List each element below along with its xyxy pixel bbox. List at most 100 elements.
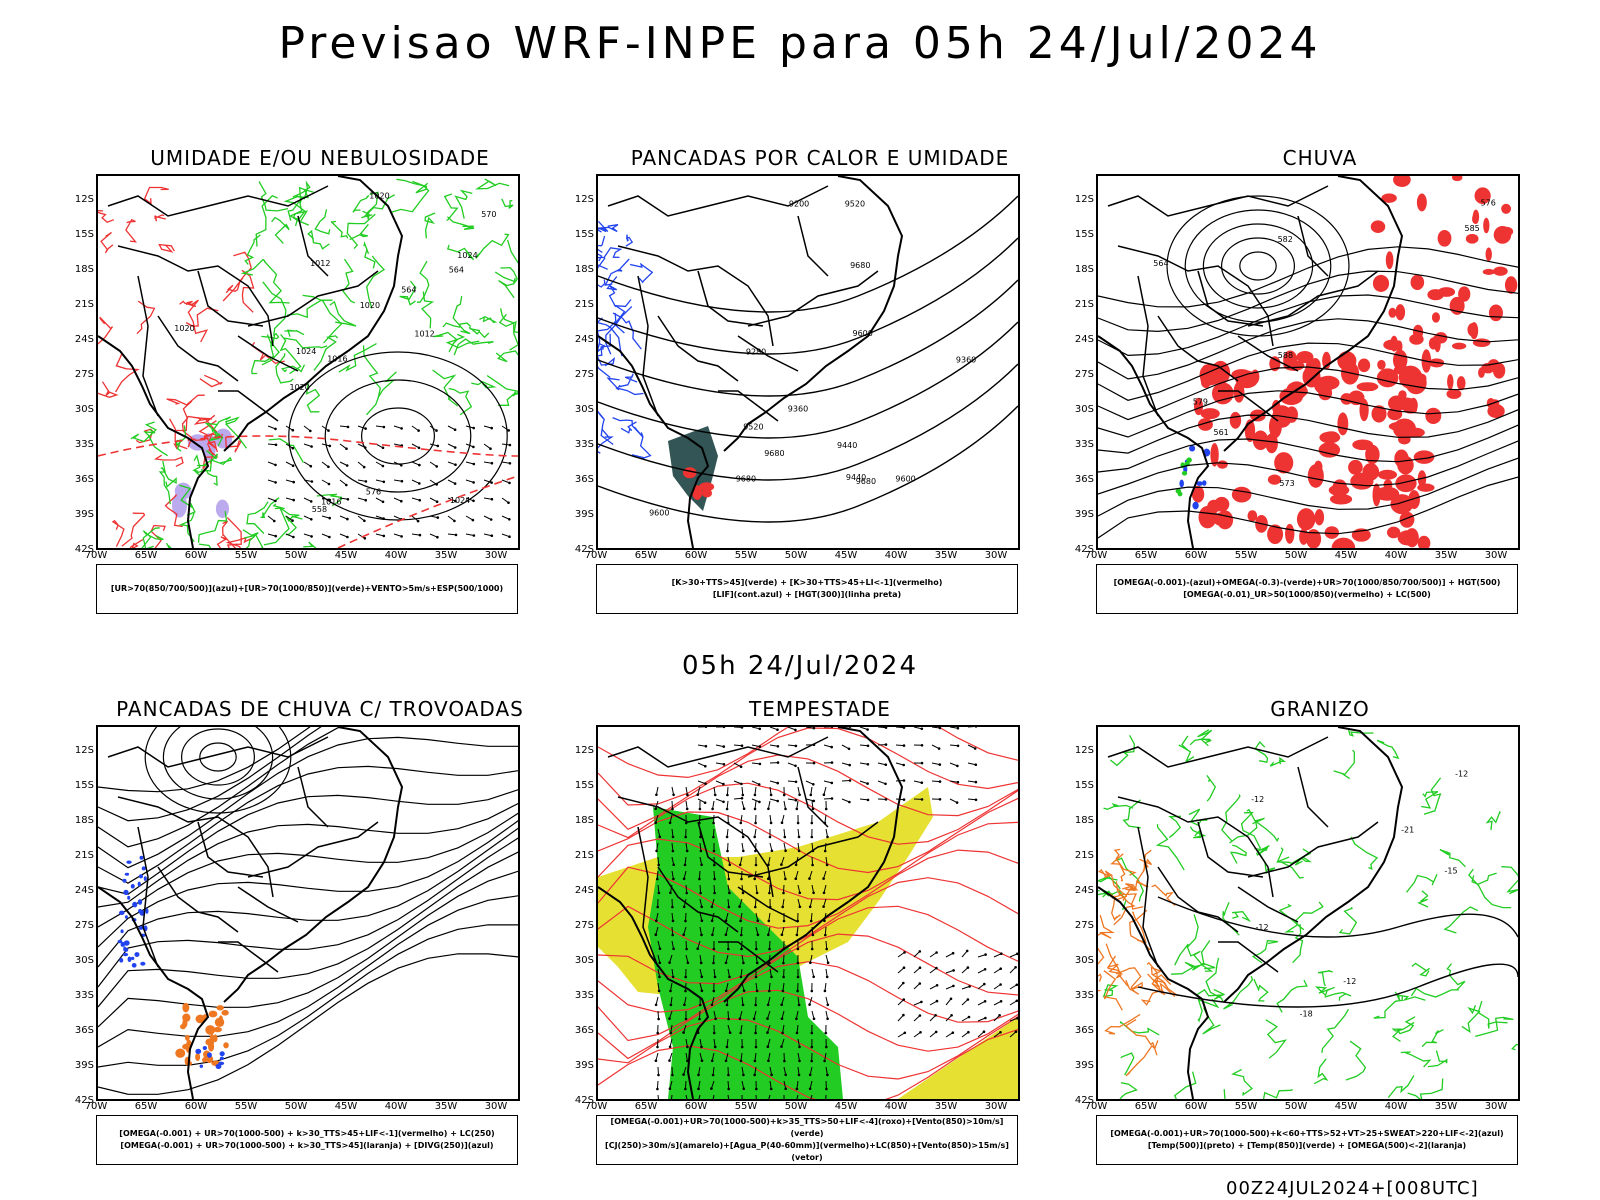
hgt300-contour — [598, 363, 1018, 481]
field-blob — [1385, 251, 1394, 270]
map-base — [598, 727, 904, 1099]
omega-orange-contours — [1098, 848, 1179, 1077]
wind-vector-head — [654, 933, 658, 936]
wind-vector — [655, 814, 659, 823]
wind-vector — [669, 1052, 673, 1061]
wind-vector-head — [776, 728, 779, 731]
wind-vector-head — [758, 727, 762, 731]
lat-tick-label: 30S — [574, 955, 594, 966]
wind-vector — [699, 968, 703, 977]
wind-vector — [782, 1024, 785, 1033]
contour-label: -12 — [1343, 977, 1356, 986]
thickness-contour — [98, 435, 518, 457]
wind-vector-head — [956, 727, 960, 730]
wind-vector-head — [713, 863, 716, 867]
lon-tick-label: 40W — [384, 550, 408, 561]
field-blob — [1193, 397, 1204, 416]
wind-vector-head — [714, 1017, 717, 1021]
wind-vector-head — [999, 1000, 1003, 1003]
wind-vector-head — [671, 807, 674, 811]
lat-tick-label: 33S — [574, 439, 594, 450]
wind-vector — [913, 727, 922, 730]
contour-segment — [1205, 957, 1224, 1002]
wind-vector-head — [671, 1073, 674, 1077]
wind-vector-head — [671, 919, 675, 923]
wind-vector-head — [656, 905, 659, 909]
wind-vector-head — [712, 1031, 716, 1035]
wind-vector — [321, 533, 330, 538]
country-border — [607, 185, 829, 217]
wind-vector — [712, 1094, 715, 1099]
wind-vector — [726, 1038, 729, 1047]
wind-vector — [483, 461, 492, 464]
wind-vector — [949, 798, 958, 804]
map-plot: 1016102010201024102410241012101210161020… — [98, 176, 518, 548]
field-blob — [124, 872, 130, 876]
wind-vector — [753, 1010, 757, 1019]
contour-segment — [342, 258, 356, 304]
wind-vector — [767, 1024, 771, 1033]
wind-vector-head — [738, 863, 742, 867]
wind-vector-head — [742, 807, 746, 810]
contour-segment — [1109, 734, 1135, 767]
country-border — [1117, 245, 1274, 347]
lon-tick-label: 35W — [1434, 550, 1458, 561]
wind-vector — [669, 1010, 673, 1019]
legend-box: [OMEGA(-0.001)+UR>70(1000-500)+k>35_TTS>… — [596, 1115, 1018, 1165]
contour-segment — [1119, 1021, 1160, 1036]
field-blob — [1451, 176, 1463, 182]
contour-segment — [166, 394, 205, 406]
wind-vector-head — [382, 534, 386, 538]
wind-vector — [754, 842, 757, 852]
country-border — [117, 245, 274, 347]
wind-vector — [797, 884, 801, 893]
wind-vector — [657, 940, 661, 949]
lat-tick-label: 27S — [574, 369, 594, 380]
country-border — [157, 315, 239, 382]
wind-vector-head — [710, 919, 714, 923]
contour-segment — [153, 454, 184, 467]
contour-segment — [475, 233, 510, 259]
wind-vector — [697, 786, 701, 795]
lat-tick-label: 21S — [1074, 299, 1094, 310]
wind-vector-head — [848, 727, 852, 728]
contour-segment — [1475, 1016, 1514, 1038]
lat-tick-label: 36S — [74, 1025, 94, 1036]
wind-vector-head — [956, 780, 960, 784]
contour-label: 1020 — [174, 324, 194, 333]
wind-vector-head — [400, 427, 403, 430]
panel-title: GRANIZO — [1270, 697, 1370, 721]
contour-segment — [283, 188, 310, 220]
wind-vector-head — [724, 1059, 728, 1063]
country-border — [157, 866, 239, 933]
contour-segment — [1119, 1082, 1138, 1099]
wind-vector — [710, 1080, 715, 1089]
streamline — [98, 953, 518, 1095]
field-blob — [1456, 376, 1466, 391]
wind-vector — [768, 982, 771, 992]
panel-title: UMIDADE E/OU NEBULOSIDADE — [150, 146, 490, 170]
wind-vector-head — [725, 1045, 729, 1049]
contour-segment — [279, 333, 302, 375]
country-border — [1297, 215, 1329, 277]
contour-segment — [417, 260, 430, 303]
streamline — [98, 837, 518, 988]
field-blob — [1293, 385, 1308, 397]
hgt500-low-contours — [1166, 195, 1350, 337]
field-blob — [1267, 524, 1284, 545]
contour-label: -15 — [1445, 866, 1458, 875]
wind-vector-head — [685, 891, 688, 895]
contour-segment — [486, 375, 518, 397]
wind-vector — [824, 1052, 827, 1061]
contour-ring — [324, 379, 472, 493]
wind-vector — [285, 533, 294, 538]
contour-ring — [361, 407, 436, 465]
country-border — [747, 270, 879, 327]
wind-vector — [375, 425, 384, 428]
wind-vector-head — [796, 821, 800, 825]
wind-vector — [805, 780, 814, 785]
wind-vector-head — [830, 727, 834, 728]
wind-vector — [783, 884, 785, 894]
wind-vector — [1009, 1017, 1018, 1022]
wind-vector — [727, 1094, 730, 1099]
